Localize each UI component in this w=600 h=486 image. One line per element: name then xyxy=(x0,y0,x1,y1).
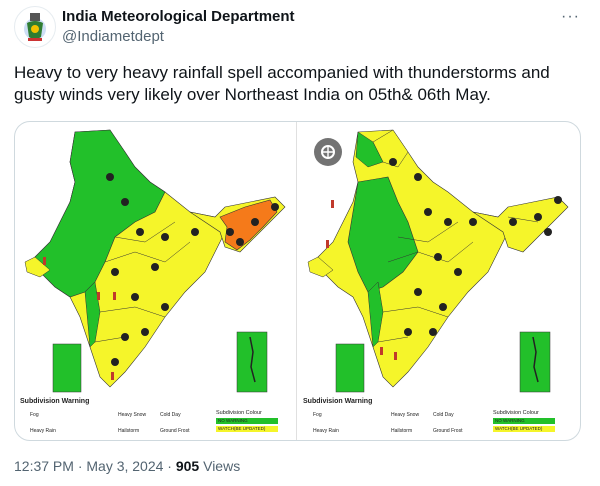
legend-item-ground-frost: Ground Frost xyxy=(433,428,463,434)
legend-item-fog: Fog xyxy=(313,412,322,418)
account-handle[interactable]: @Indiametdept xyxy=(62,28,164,45)
tweet-timestamp[interactable]: 12:37 PM · May 3, 2024 · xyxy=(14,458,176,474)
lakshadweep-inset xyxy=(335,343,365,393)
google-lens-button[interactable] xyxy=(314,138,342,166)
legend-item-hailstorm: Hailstorm xyxy=(391,428,413,434)
tweet-header: India Meteorological Department @Indiame… xyxy=(14,6,586,50)
views-count: 905 xyxy=(175,458,200,474)
map-legend: Subdivision Warning Fog Heavy Rain Heavy… xyxy=(303,398,573,440)
legend-item-cold-day: Cold Day xyxy=(160,412,181,418)
legend-item-heavy-snow: Heavy Snow xyxy=(118,412,147,418)
google-lens-icon xyxy=(321,145,335,159)
legend-item-fog: Fog xyxy=(30,412,39,418)
tweet-meta: 12:37 PM · May 3, 2024 · 905 Views xyxy=(14,458,240,474)
legend-swatch-no-warning: NO WARNING xyxy=(493,418,555,424)
forecast-map-day1[interactable]: Subdivision Warning Fog Heavy Rain Heavy… xyxy=(15,122,295,440)
views-label: Views xyxy=(199,458,241,474)
heatwave-icons xyxy=(43,257,116,380)
legend-item-cold-day: Cold Day xyxy=(433,412,454,418)
forecast-map-day2[interactable]: Subdivision Warning Fog Heavy Rain Heavy… xyxy=(298,122,578,440)
legend-swatch-watch: WATCH(BE UPDATED) xyxy=(216,426,278,432)
tweet-media[interactable]: Subdivision Warning Fog Heavy Rain Heavy… xyxy=(14,121,581,441)
legend-swatch-watch: WATCH(BE UPDATED) xyxy=(493,426,555,432)
legend-colour-title: Subdivision Colour xyxy=(216,410,262,416)
more-options-button[interactable]: ··· xyxy=(561,8,580,25)
legend-item-heavy-rain: Heavy Rain xyxy=(30,428,56,434)
tweet-text: Heavy to very heavy rainfall spell accom… xyxy=(14,63,550,104)
legend-swatch-no-warning: NO WARNING xyxy=(216,418,278,424)
legend-item-heavy-rain: Heavy Rain xyxy=(313,428,339,434)
lakshadweep-inset xyxy=(52,343,82,393)
thunderstorm-icons xyxy=(106,173,279,366)
imd-emblem-icon xyxy=(24,13,46,41)
legend-title: Subdivision Warning xyxy=(20,398,90,405)
account-avatar[interactable] xyxy=(14,6,56,48)
legend-item-ground-frost: Ground Frost xyxy=(160,428,190,434)
account-name[interactable]: India Meteorological Department xyxy=(62,8,295,25)
media-divider xyxy=(296,122,297,440)
heatwave-icons xyxy=(326,200,397,360)
legend-item-hailstorm: Hailstorm xyxy=(118,428,140,434)
legend-item-heavy-snow: Heavy Snow xyxy=(391,412,420,418)
india-warning-map xyxy=(307,129,569,393)
thunderstorm-icons xyxy=(389,158,562,336)
india-warning-map xyxy=(24,129,286,393)
legend-title: Subdivision Warning xyxy=(303,398,373,405)
legend-colour-title: Subdivision Colour xyxy=(493,410,539,416)
map-legend: Subdivision Warning Fog Heavy Rain Heavy… xyxy=(20,398,290,440)
